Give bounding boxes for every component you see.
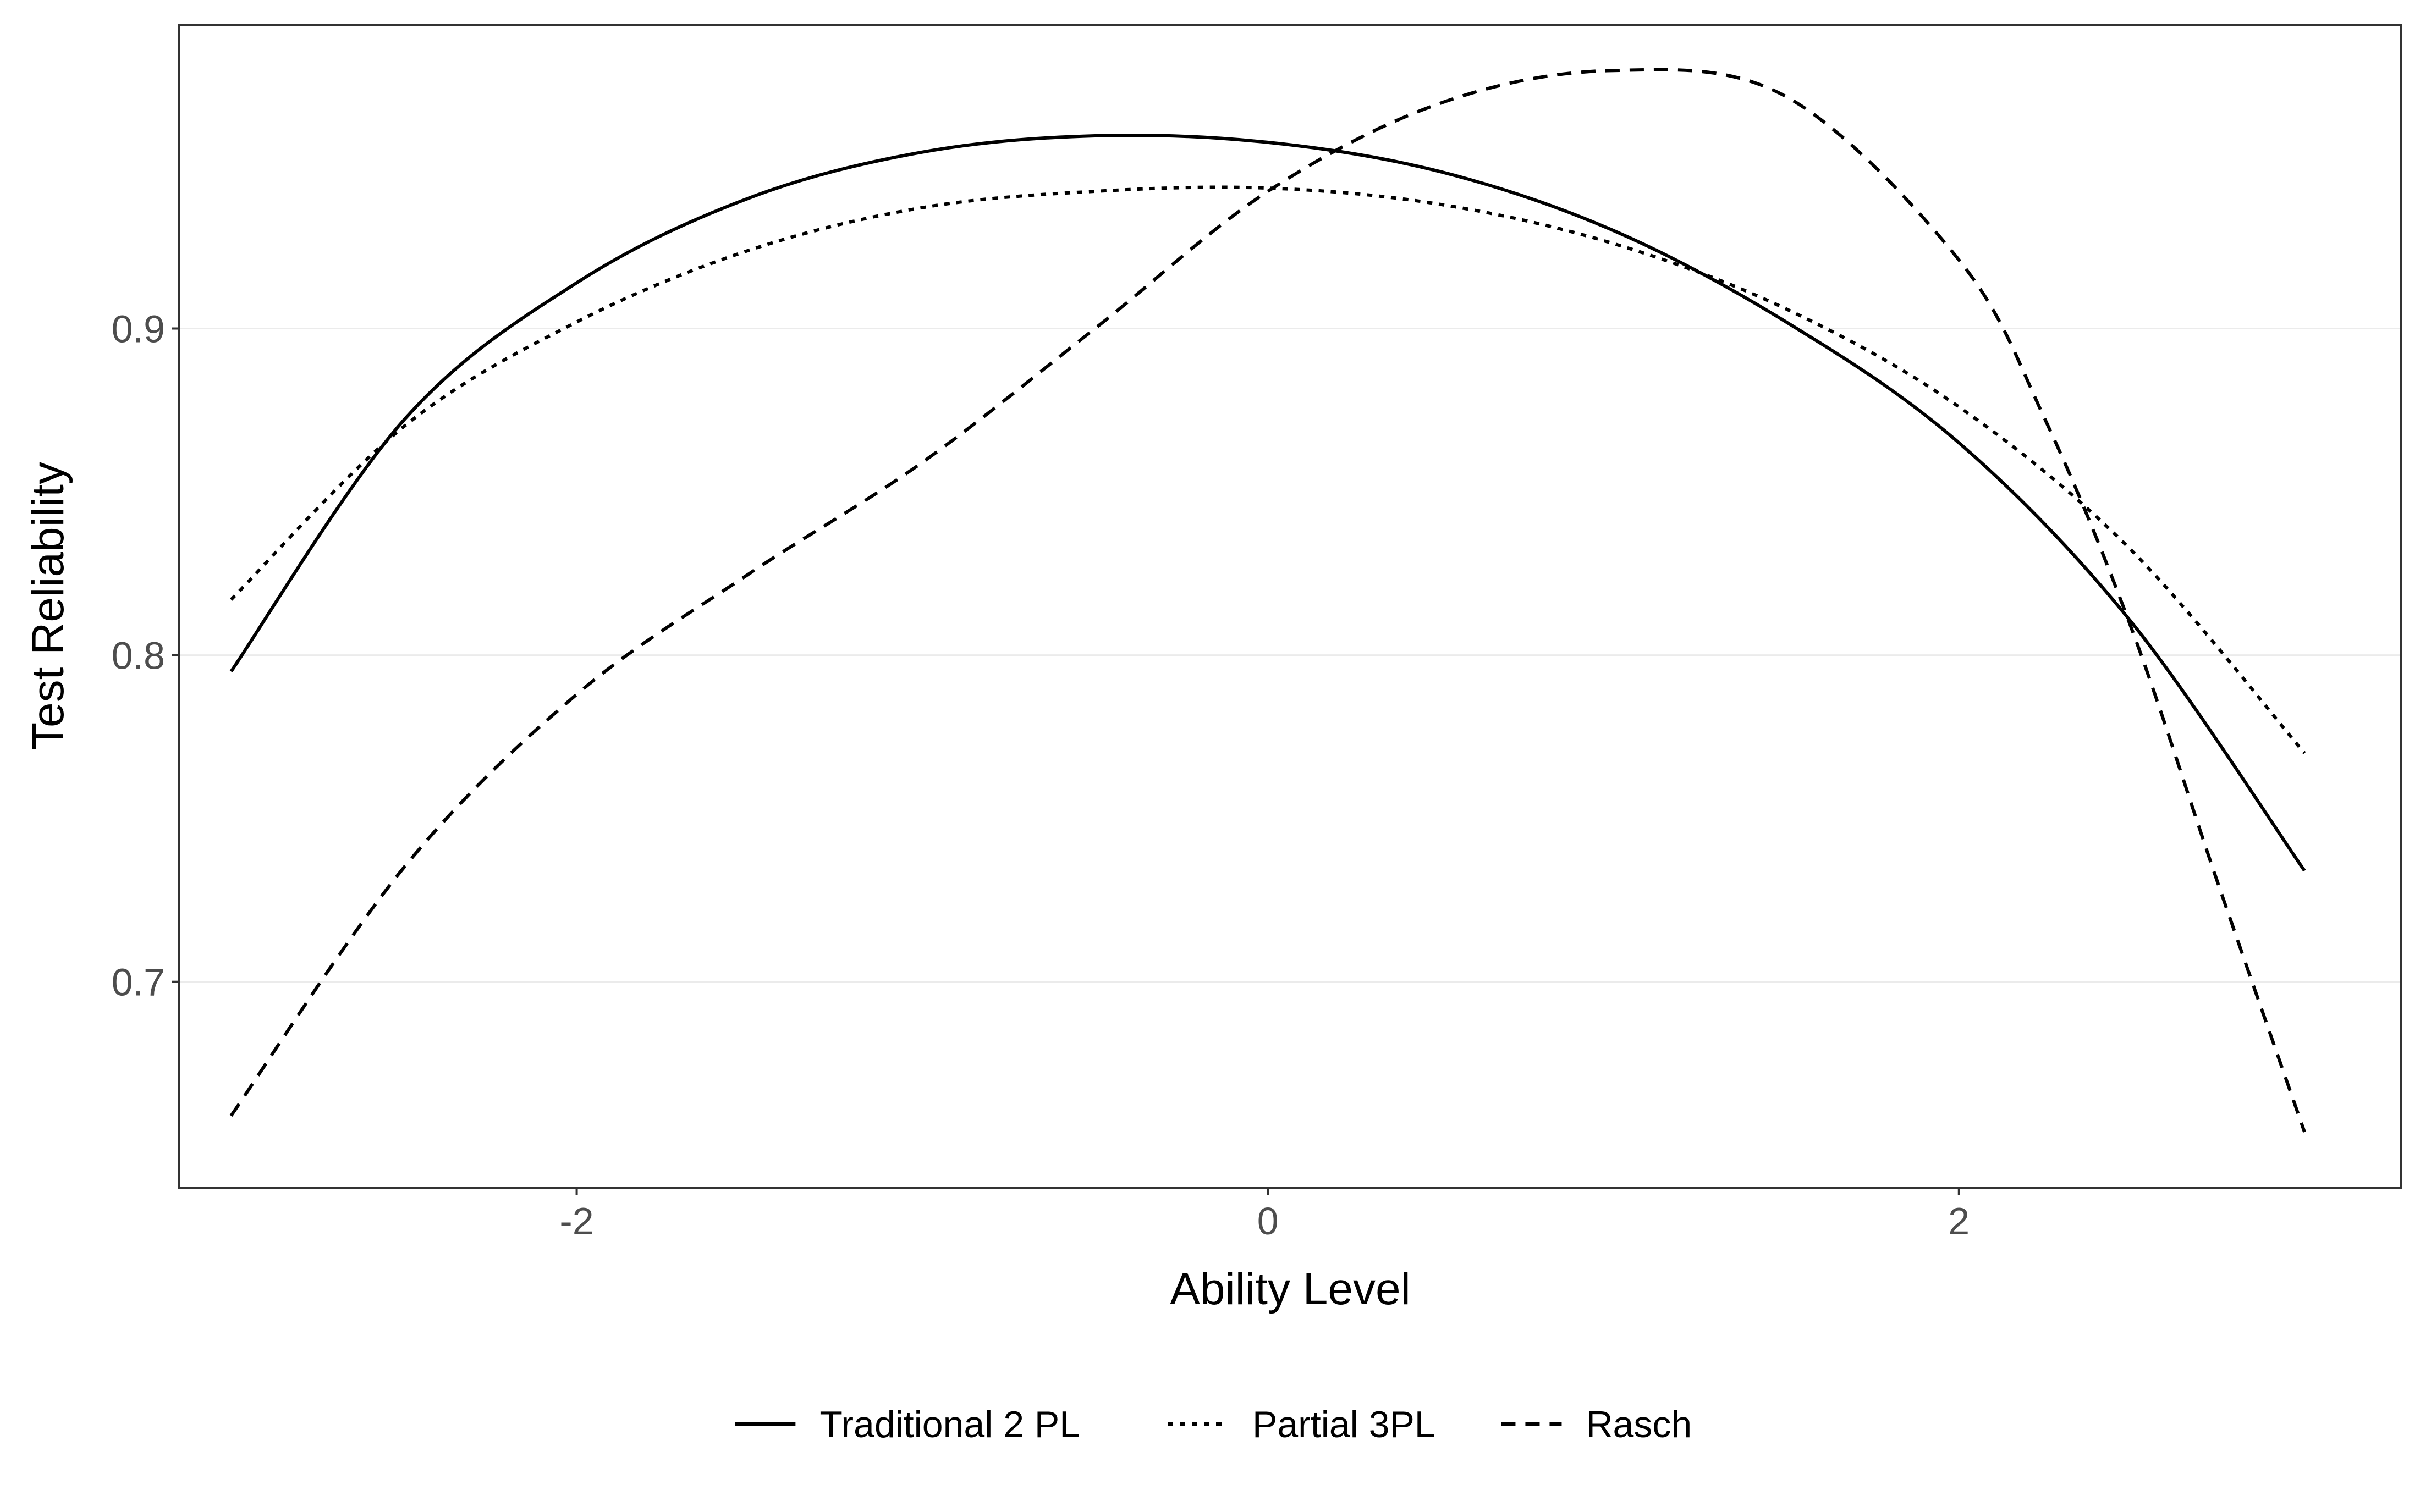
- y-axis-title: Test Reliability: [23, 462, 73, 750]
- legend-label-2: Partial 3PL: [1252, 1404, 1436, 1445]
- y-tick-label: 0.8: [112, 634, 165, 677]
- legend-label-1: Traditional 2 PL: [820, 1404, 1080, 1445]
- series-lines: [229, 68, 2306, 1133]
- series-line-3: [229, 68, 2306, 1133]
- series-line-1: [229, 134, 2306, 872]
- x-tick-label: 2: [1948, 1200, 1970, 1243]
- x-tick-label: -2: [559, 1200, 593, 1243]
- x-tick-label: 0: [1257, 1200, 1279, 1243]
- gridlines: [179, 328, 2401, 983]
- plot-panel-border: [178, 24, 2402, 1189]
- x-axis-title: Ability Level: [1170, 1264, 1411, 1314]
- x-axis-ticks: -2 0 2: [559, 1188, 1970, 1243]
- legend: Traditional 2 PL Partial 3PL Rasch: [735, 1404, 1692, 1445]
- y-tick-label: 0.7: [112, 961, 165, 1004]
- y-axis-ticks: 0.7 0.8 0.9: [112, 308, 179, 1004]
- y-tick-label: 0.9: [112, 308, 165, 351]
- legend-label-3: Rasch: [1586, 1404, 1692, 1445]
